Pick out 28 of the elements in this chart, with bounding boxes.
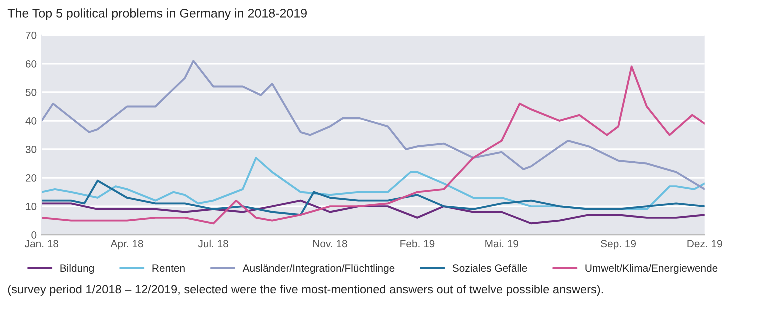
line-series bbox=[42, 200, 705, 225]
x-tick-label: Feb. 19 bbox=[400, 240, 435, 248]
line-series bbox=[42, 180, 705, 216]
x-tick-label: Dez. 19 bbox=[688, 240, 722, 248]
x-tick-label: Nov. 18 bbox=[314, 240, 348, 248]
y-tick-label: 0 bbox=[32, 232, 37, 239]
line-series bbox=[42, 157, 705, 210]
y-tick-label: 30 bbox=[26, 146, 37, 154]
y-tick-label: 10 bbox=[26, 203, 37, 210]
y-tick-label: 40 bbox=[26, 117, 37, 125]
y-tick-label: 70 bbox=[26, 32, 37, 40]
x-tick-label: Mai. 19 bbox=[486, 240, 518, 248]
line-series bbox=[42, 60, 705, 190]
legend-label: Soziales Gefälle bbox=[452, 264, 528, 272]
y-tick-label: 60 bbox=[26, 60, 37, 68]
y-tick-label: 50 bbox=[26, 88, 37, 96]
x-tick-label: Jan. 18 bbox=[24, 240, 59, 248]
y-tick-label: 20 bbox=[26, 174, 37, 182]
x-tick-label: Jul. 18 bbox=[198, 240, 228, 248]
text: (survey period 1/2018 – 12/2019, selected were the five most-mentioned answers out of twelve possible answers). bbox=[8, 284, 604, 296]
x-tick-label: Apr. 18 bbox=[110, 240, 144, 250]
legend-label: Umwelt/Klima/Energiewende bbox=[586, 264, 718, 274]
legend-label: Ausländer/Integration/Flüchtlinge bbox=[242, 264, 395, 274]
line-series bbox=[42, 66, 705, 225]
legend-label: Renten bbox=[152, 264, 185, 272]
chart-title: The Top 5 political problems in Germany in 2018-2019 bbox=[8, 8, 307, 20]
x-tick-label: Sep. 19 bbox=[601, 240, 636, 250]
legend-label: Bildung bbox=[60, 264, 94, 274]
